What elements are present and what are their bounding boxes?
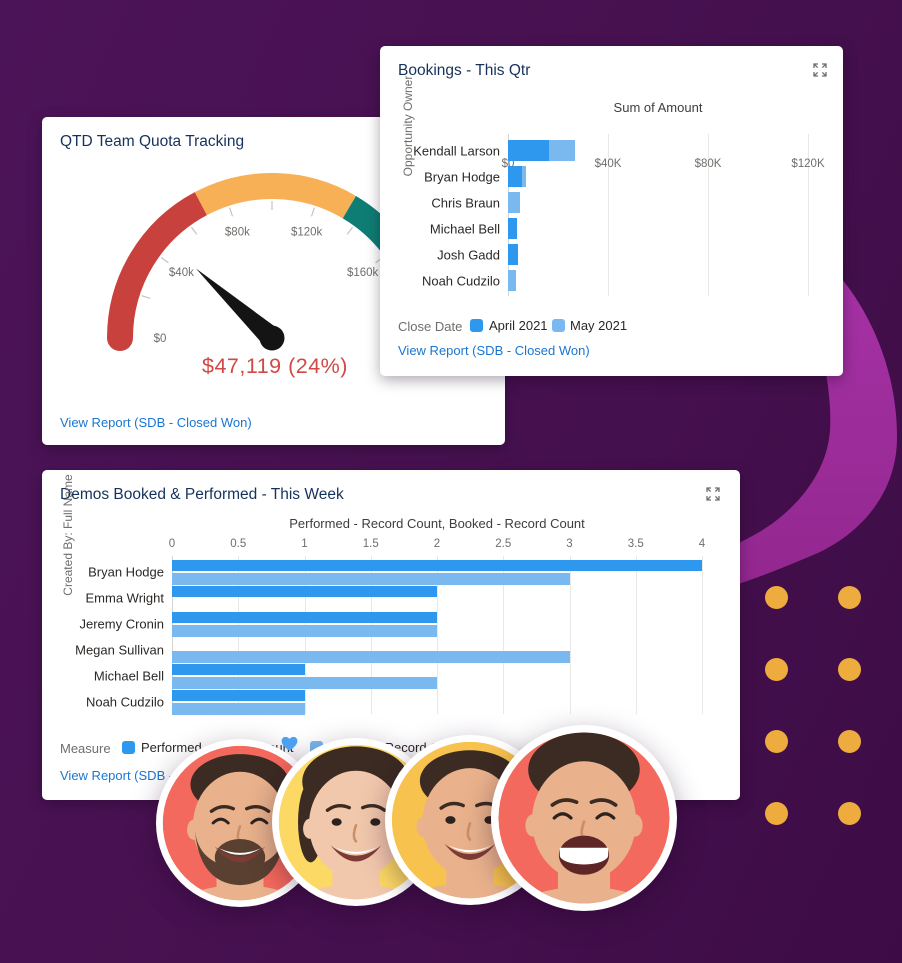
bar[interactable] [172,677,437,689]
category-label: Bryan Hodge [88,564,164,580]
card-title: Demos Booked & Performed - This Week [60,486,344,503]
svg-text:$0: $0 [154,333,167,345]
x-tick-label: 3.5 [627,538,644,550]
gridline [808,134,809,296]
category-label: Kendall Larson [413,143,500,158]
dot [764,657,788,681]
gridline [508,134,509,296]
view-report-link[interactable]: View Report (SDB - Closed Won) [60,415,252,430]
legend-swatch-may[interactable] [552,319,565,332]
svg-text:$160k: $160k [347,267,379,279]
dot [837,729,861,753]
dot [764,585,788,609]
x-tick-label: 0.5 [230,538,247,550]
bar-segment[interactable] [522,166,527,187]
x-tick-label: 3 [566,538,573,550]
avatar-smiling-bearded-man [156,739,324,907]
gridline [437,556,438,714]
dot [764,801,788,825]
bookings-bar-chart: $0 $40K $80K $120K Kendall Larson Bryan Hodge… [380,46,843,376]
category-label: Jeremy Cronin [79,616,164,632]
gridline [708,134,709,296]
gauge-value: $47,119 (24%) [202,354,348,378]
bar[interactable] [172,625,437,637]
avatar-laughing-man [491,725,677,911]
x-tick-label: 1 [301,538,308,550]
bar-segment[interactable] [508,140,549,161]
chart-title: Performed - Record Count, Booked - Recor… [289,516,585,531]
legend-swatch-performed[interactable] [122,741,135,754]
gridline [635,556,637,714]
dot [837,801,861,825]
svg-text:$40k: $40k [169,267,194,279]
dot [764,729,788,753]
bar-segment[interactable] [508,192,520,213]
category-label: Michael Bell [93,668,164,684]
view-report-link[interactable]: View Report (SDB - Closed Won) [398,343,590,358]
bookings-card: Bookings - This Qtr Sum of Amount Opport… [380,46,843,376]
view-report-link[interactable]: View Report (SDB - [60,768,174,783]
bar[interactable] [172,559,702,571]
legend-label-april[interactable]: April 2021 [489,318,548,333]
x-tick-label: 0 [168,538,176,550]
svg-text:$80k: $80k [225,226,250,238]
gridline [702,556,703,714]
card-title: Bookings - This Qtr [398,62,531,79]
card-title: QTD Team Quota Tracking [60,133,245,150]
gridline [503,556,505,714]
chart-title: Sum of Amount [613,100,703,115]
category-label: Emma Wright [85,590,165,606]
bar[interactable] [172,651,570,663]
legend-title: Measure [60,741,111,756]
legend-label-may[interactable]: May 2021 [570,318,628,333]
bar[interactable] [172,573,570,585]
bar[interactable] [172,585,437,597]
bar-segment[interactable] [508,270,517,291]
expand-icon[interactable] [813,63,827,77]
category-label: Chris Braun [431,195,500,210]
x-tick-label: 2 [433,538,441,550]
gridline [608,134,609,296]
x-tick-label: 2.5 [495,538,512,550]
bar-segment[interactable] [508,166,522,187]
x-tick-label: $80K [694,158,722,170]
dot [837,657,861,681]
x-tick-label: 1.5 [362,538,379,550]
chart-legend: April 2021 May 2021 [380,319,843,333]
category-label: Noah Cudzilo [85,694,164,710]
bar[interactable] [172,689,305,701]
x-tick-label: 4 [698,538,706,550]
x-tick-label: $120K [791,158,825,170]
gridline [569,556,571,714]
bar-segment[interactable] [508,244,518,265]
category-label: Bryan Hodge [424,169,500,184]
svg-text:$120k: $120k [291,226,323,238]
category-label: Megan Sullivan [75,642,164,658]
category-label: Michael Bell [429,221,500,236]
bar[interactable] [172,663,305,675]
x-tick-label: $40K [594,158,622,170]
bar[interactable] [172,703,305,715]
category-label: Josh Gadd [437,247,500,262]
legend-title: Close Date [398,319,463,334]
dot [837,585,861,609]
expand-icon[interactable] [706,487,720,501]
legend-swatch-april[interactable] [470,319,483,332]
category-label: Noah Cudzilo [421,273,500,288]
bar-segment[interactable] [508,218,518,239]
demos-bar-chart: 0 0.5 1 1.5 2 2.5 3 3.5 4 Bryan Hodge Emma Wright J… [42,470,740,800]
bar-segment[interactable] [549,140,575,161]
bar[interactable] [172,611,437,623]
